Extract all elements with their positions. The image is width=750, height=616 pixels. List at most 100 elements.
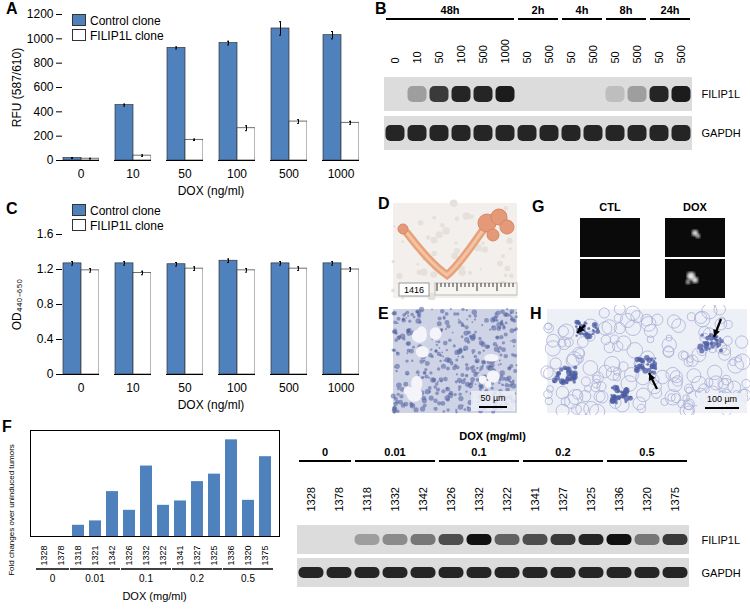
svg-text:1326: 1326 bbox=[124, 546, 134, 566]
svg-text:1378: 1378 bbox=[333, 487, 345, 511]
svg-text:OD₄₄₀₋₆₅₀: OD₄₄₀₋₆₅₀ bbox=[10, 279, 24, 330]
svg-text:Fold changes over uninduced tu: Fold changes over uninduced tumors bbox=[7, 444, 16, 576]
svg-text:50: 50 bbox=[178, 167, 192, 181]
svg-text:0.2: 0.2 bbox=[190, 573, 204, 584]
svg-text:1378: 1378 bbox=[56, 546, 66, 566]
html-text:Control clone: Control clone bbox=[90, 14, 161, 28]
svg-text:50: 50 bbox=[609, 51, 621, 63]
svg-text:DOX: DOX bbox=[683, 201, 708, 213]
svg-text:500: 500 bbox=[477, 45, 489, 63]
svg-text:0: 0 bbox=[47, 153, 54, 167]
svg-text:500: 500 bbox=[543, 45, 555, 63]
svg-text:0: 0 bbox=[78, 381, 85, 395]
svg-text:1327: 1327 bbox=[557, 487, 569, 511]
svg-text:1321: 1321 bbox=[90, 546, 100, 566]
svg-text:8h: 8h bbox=[620, 4, 633, 16]
html-text:Control clone: Control clone bbox=[90, 204, 161, 218]
svg-text:1320: 1320 bbox=[243, 546, 253, 566]
svg-text:1000: 1000 bbox=[499, 39, 511, 63]
svg-text:600: 600 bbox=[33, 80, 53, 94]
svg-text:0.2: 0.2 bbox=[555, 446, 570, 458]
svg-text:1328: 1328 bbox=[39, 546, 49, 566]
svg-text:500: 500 bbox=[675, 45, 687, 63]
svg-text:1326: 1326 bbox=[445, 487, 457, 511]
svg-text:50: 50 bbox=[521, 51, 533, 63]
svg-text:500: 500 bbox=[279, 167, 299, 181]
svg-text:1328: 1328 bbox=[305, 487, 317, 511]
svg-text:DOX (ng/ml): DOX (ng/ml) bbox=[178, 184, 245, 198]
svg-text:DOX (mg/ml): DOX (mg/ml) bbox=[122, 590, 186, 602]
svg-text:1375: 1375 bbox=[260, 546, 270, 566]
svg-text:0.5: 0.5 bbox=[241, 573, 255, 584]
svg-text:1318: 1318 bbox=[361, 487, 373, 511]
svg-text:CTL: CTL bbox=[599, 201, 621, 213]
svg-text:1000: 1000 bbox=[27, 32, 54, 46]
svg-text:GAPDH: GAPDH bbox=[702, 127, 741, 139]
svg-text:50: 50 bbox=[433, 51, 445, 63]
svg-text:1322: 1322 bbox=[501, 487, 513, 511]
svg-text:FILIP1L: FILIP1L bbox=[702, 534, 741, 546]
svg-text:1325: 1325 bbox=[209, 546, 219, 566]
svg-text:500: 500 bbox=[631, 45, 643, 63]
svg-text:100: 100 bbox=[455, 45, 467, 63]
svg-text:1341: 1341 bbox=[175, 546, 185, 566]
svg-text:100: 100 bbox=[227, 381, 247, 395]
svg-text:0: 0 bbox=[78, 167, 85, 181]
svg-text:10: 10 bbox=[126, 167, 140, 181]
svg-text:0.1: 0.1 bbox=[471, 446, 486, 458]
svg-text:0: 0 bbox=[50, 573, 56, 584]
svg-text:1342: 1342 bbox=[107, 546, 117, 566]
svg-text:1336: 1336 bbox=[226, 546, 236, 566]
svg-text:50: 50 bbox=[178, 381, 192, 395]
svg-text:1000: 1000 bbox=[328, 167, 355, 181]
svg-text:0: 0 bbox=[389, 57, 401, 63]
svg-text:50: 50 bbox=[653, 51, 665, 63]
svg-text:1332: 1332 bbox=[141, 546, 151, 566]
svg-text:2h: 2h bbox=[532, 4, 545, 16]
svg-text:1416: 1416 bbox=[404, 285, 424, 295]
svg-text:0.8: 0.8 bbox=[37, 297, 54, 311]
svg-text:10: 10 bbox=[126, 381, 140, 395]
svg-text:0.01: 0.01 bbox=[85, 573, 105, 584]
svg-text:1332: 1332 bbox=[389, 487, 401, 511]
html-text:FILIP1L clone: FILIP1L clone bbox=[90, 29, 164, 43]
svg-text:1332: 1332 bbox=[473, 487, 485, 511]
svg-text:1000: 1000 bbox=[328, 381, 355, 395]
svg-text:DOX (mg/ml): DOX (mg/ml) bbox=[459, 430, 526, 442]
svg-text:1.2: 1.2 bbox=[37, 262, 54, 276]
svg-text:DOX (ng/ml): DOX (ng/ml) bbox=[178, 398, 245, 412]
svg-text:1341: 1341 bbox=[529, 487, 541, 511]
svg-text:800: 800 bbox=[33, 56, 53, 70]
svg-text:48h: 48h bbox=[441, 4, 460, 16]
svg-text:GAPDH: GAPDH bbox=[702, 567, 741, 579]
svg-text:50 µm: 50 µm bbox=[480, 393, 505, 403]
svg-text:1327: 1327 bbox=[192, 546, 202, 566]
svg-text:0.4: 0.4 bbox=[37, 332, 54, 346]
svg-text:1325: 1325 bbox=[585, 487, 597, 511]
svg-text:400: 400 bbox=[33, 105, 53, 119]
svg-text:1336: 1336 bbox=[613, 487, 625, 511]
svg-text:4h: 4h bbox=[576, 4, 589, 16]
svg-text:50: 50 bbox=[565, 51, 577, 63]
svg-text:100 µm: 100 µm bbox=[707, 394, 737, 404]
svg-text:1322: 1322 bbox=[158, 546, 168, 566]
svg-text:24h: 24h bbox=[661, 4, 680, 16]
svg-text:1318: 1318 bbox=[73, 546, 83, 566]
svg-text:FILIP1L: FILIP1L bbox=[702, 88, 741, 100]
svg-text:200: 200 bbox=[33, 129, 53, 143]
svg-text:1375: 1375 bbox=[669, 487, 681, 511]
svg-text:1200: 1200 bbox=[27, 7, 54, 21]
svg-text:1.6: 1.6 bbox=[37, 227, 54, 241]
svg-text:0.01: 0.01 bbox=[384, 446, 405, 458]
svg-text:500: 500 bbox=[587, 45, 599, 63]
svg-text:0.5: 0.5 bbox=[639, 446, 654, 458]
svg-text:0.1: 0.1 bbox=[139, 573, 153, 584]
svg-text:10: 10 bbox=[411, 51, 423, 63]
svg-text:100: 100 bbox=[227, 167, 247, 181]
svg-text:0: 0 bbox=[47, 367, 54, 381]
svg-text:1320: 1320 bbox=[641, 487, 653, 511]
svg-text:1342: 1342 bbox=[417, 487, 429, 511]
svg-text:500: 500 bbox=[279, 381, 299, 395]
svg-text:0: 0 bbox=[322, 446, 328, 458]
svg-text:RFU (587/610): RFU (587/610) bbox=[10, 48, 24, 127]
